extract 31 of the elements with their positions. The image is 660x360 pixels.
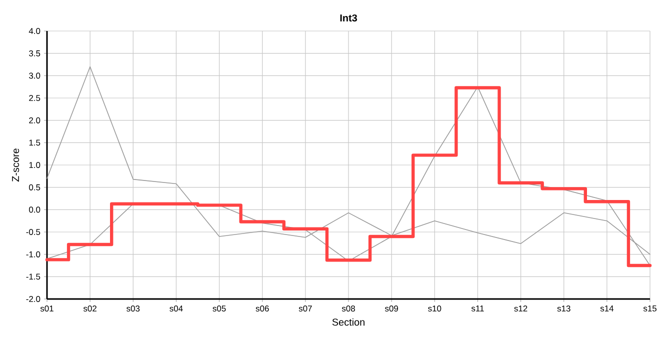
x-tick-label: s10 [428,306,442,312]
y-tick-label: 4.0 [28,28,40,34]
x-tick-label: s06 [256,306,269,312]
x-tick-label: s04 [170,306,183,312]
y-tick-label: 1.5 [29,140,40,146]
x-tick-label: s07 [298,306,312,312]
y-tick-label: -0.5 [26,229,40,235]
y-tick-label: -2.0 [26,296,40,302]
y-tick-label: -1.0 [26,251,40,258]
y-tick-label: 3.5 [29,50,40,56]
y-tick-label: 2.0 [29,117,40,124]
x-axis-title: Section [332,318,364,326]
y-axis-title: Z-score [12,148,20,182]
x-tick-label: s13 [557,306,570,312]
x-tick-label: s11 [471,306,484,312]
x-tick-label: s15 [643,306,656,312]
y-tick-label: 1.0 [29,162,40,168]
x-tick-label: s03 [126,306,140,312]
x-tick-label: s05 [212,306,226,312]
chart-title: Int3 [340,14,358,22]
x-tick-label: s08 [342,306,355,312]
y-tick-label: 3.0 [29,72,40,79]
x-tick-label: s02 [83,306,96,312]
x-tick-label: s12 [514,306,528,312]
y-tick-label: 0.0 [29,206,40,213]
x-tick-label: s09 [384,306,398,312]
y-tick-label: 2.5 [29,95,40,101]
x-tick-label: s01 [40,306,54,312]
y-tick-label: 0.5 [29,184,40,190]
x-tick-label: s14 [600,306,614,312]
y-tick-label: -1.5 [26,274,40,280]
